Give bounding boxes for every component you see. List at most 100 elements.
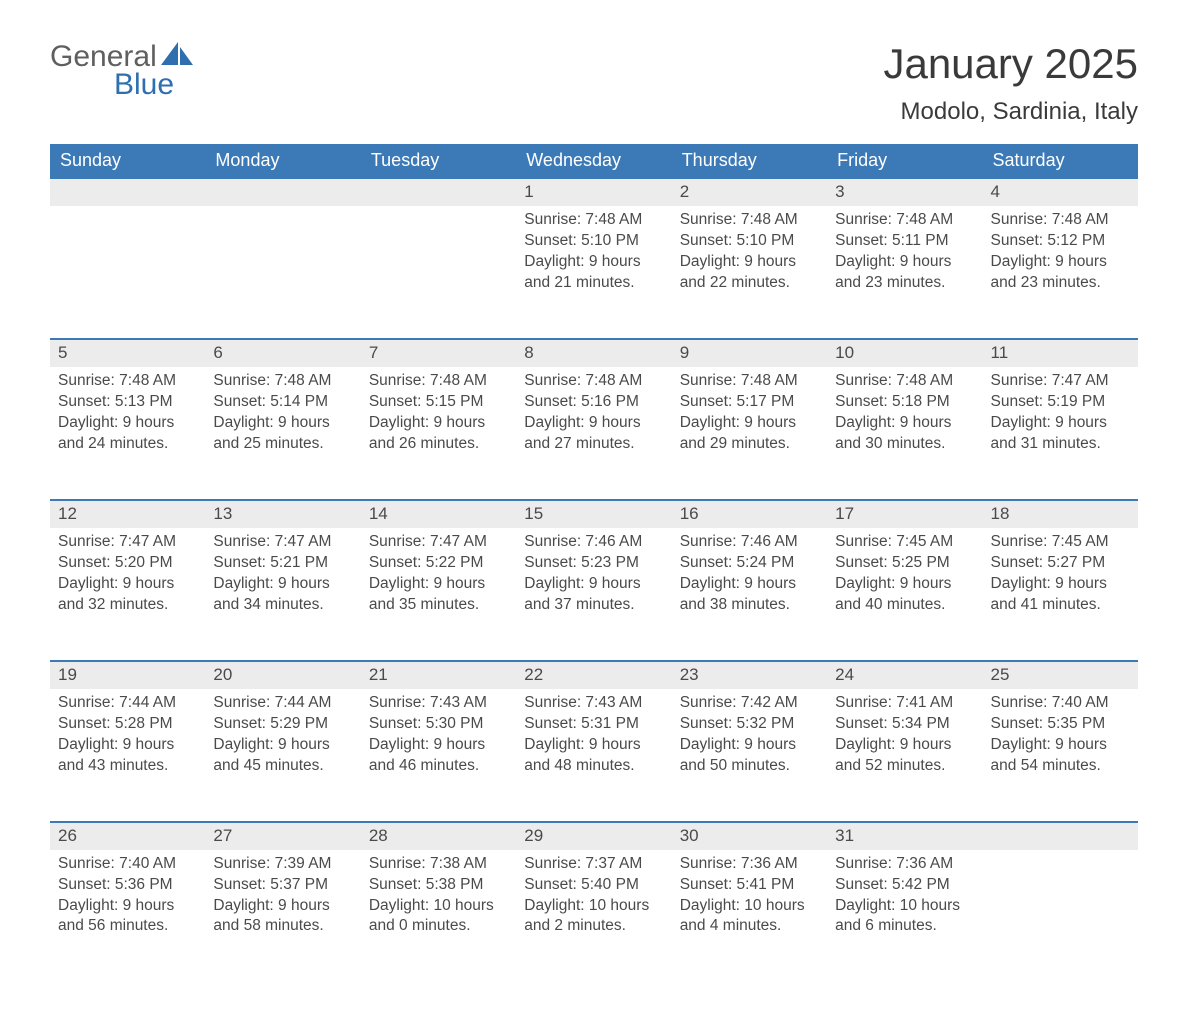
weekday-header: Saturday [983,144,1138,178]
day-number-cell [983,822,1138,850]
day-number-cell: 11 [983,339,1138,367]
day-number-cell: 5 [50,339,205,367]
day-cell: Sunrise: 7:48 AMSunset: 5:13 PMDaylight:… [50,367,205,500]
day-cell: Sunrise: 7:36 AMSunset: 5:41 PMDaylight:… [672,850,827,982]
day-number-cell [50,178,205,206]
day-cell: Sunrise: 7:48 AMSunset: 5:18 PMDaylight:… [827,367,982,500]
weekday-header: Wednesday [516,144,671,178]
day-number-cell: 31 [827,822,982,850]
day-number-cell: 21 [361,661,516,689]
day-details: Sunrise: 7:48 AMSunset: 5:10 PMDaylight:… [516,206,671,306]
day-number-cell: 26 [50,822,205,850]
day-number-cell: 8 [516,339,671,367]
day-cell: Sunrise: 7:47 AMSunset: 5:22 PMDaylight:… [361,528,516,661]
day-cell: Sunrise: 7:37 AMSunset: 5:40 PMDaylight:… [516,850,671,982]
day-number-cell: 30 [672,822,827,850]
day-number-cell: 19 [50,661,205,689]
day-cell: Sunrise: 7:48 AMSunset: 5:10 PMDaylight:… [672,206,827,339]
day-cell: Sunrise: 7:43 AMSunset: 5:31 PMDaylight:… [516,689,671,822]
day-number-cell: 23 [672,661,827,689]
day-cell: Sunrise: 7:36 AMSunset: 5:42 PMDaylight:… [827,850,982,982]
day-content-row: Sunrise: 7:48 AMSunset: 5:10 PMDaylight:… [50,206,1138,339]
day-number-cell: 28 [361,822,516,850]
day-details: Sunrise: 7:37 AMSunset: 5:40 PMDaylight:… [516,850,671,950]
day-details: Sunrise: 7:48 AMSunset: 5:17 PMDaylight:… [672,367,827,467]
day-details: Sunrise: 7:44 AMSunset: 5:28 PMDaylight:… [50,689,205,789]
day-number-cell: 22 [516,661,671,689]
day-content-row: Sunrise: 7:48 AMSunset: 5:13 PMDaylight:… [50,367,1138,500]
day-content-row: Sunrise: 7:44 AMSunset: 5:28 PMDaylight:… [50,689,1138,822]
day-cell: Sunrise: 7:46 AMSunset: 5:24 PMDaylight:… [672,528,827,661]
day-cell: Sunrise: 7:38 AMSunset: 5:38 PMDaylight:… [361,850,516,982]
day-number-cell: 15 [516,500,671,528]
day-number-cell: 18 [983,500,1138,528]
logo-word-blue: Blue [114,68,174,102]
day-details: Sunrise: 7:36 AMSunset: 5:42 PMDaylight:… [827,850,982,950]
day-number-cell: 24 [827,661,982,689]
day-cell: Sunrise: 7:40 AMSunset: 5:36 PMDaylight:… [50,850,205,982]
day-number-cell [205,178,360,206]
day-cell [983,850,1138,982]
day-cell: Sunrise: 7:47 AMSunset: 5:21 PMDaylight:… [205,528,360,661]
day-cell: Sunrise: 7:43 AMSunset: 5:30 PMDaylight:… [361,689,516,822]
day-cell: Sunrise: 7:45 AMSunset: 5:25 PMDaylight:… [827,528,982,661]
day-details: Sunrise: 7:43 AMSunset: 5:30 PMDaylight:… [361,689,516,789]
weekday-header: Tuesday [361,144,516,178]
day-number-cell: 6 [205,339,360,367]
day-number-cell: 14 [361,500,516,528]
day-details: Sunrise: 7:39 AMSunset: 5:37 PMDaylight:… [205,850,360,950]
day-cell: Sunrise: 7:47 AMSunset: 5:20 PMDaylight:… [50,528,205,661]
day-number-cell: 10 [827,339,982,367]
day-cell: Sunrise: 7:44 AMSunset: 5:29 PMDaylight:… [205,689,360,822]
day-number-row: 1234 [50,178,1138,206]
day-content-row: Sunrise: 7:47 AMSunset: 5:20 PMDaylight:… [50,528,1138,661]
day-cell [361,206,516,339]
day-number-row: 567891011 [50,339,1138,367]
day-cell: Sunrise: 7:47 AMSunset: 5:19 PMDaylight:… [983,367,1138,500]
day-details: Sunrise: 7:42 AMSunset: 5:32 PMDaylight:… [672,689,827,789]
day-details: Sunrise: 7:46 AMSunset: 5:24 PMDaylight:… [672,528,827,628]
title-block: January 2025 Modolo, Sardinia, Italy [883,40,1138,126]
day-details: Sunrise: 7:45 AMSunset: 5:25 PMDaylight:… [827,528,982,628]
day-number-row: 12131415161718 [50,500,1138,528]
day-details: Sunrise: 7:48 AMSunset: 5:10 PMDaylight:… [672,206,827,306]
day-number-cell: 29 [516,822,671,850]
day-cell: Sunrise: 7:45 AMSunset: 5:27 PMDaylight:… [983,528,1138,661]
day-details: Sunrise: 7:48 AMSunset: 5:12 PMDaylight:… [983,206,1138,306]
day-cell: Sunrise: 7:41 AMSunset: 5:34 PMDaylight:… [827,689,982,822]
day-cell: Sunrise: 7:44 AMSunset: 5:28 PMDaylight:… [50,689,205,822]
day-details: Sunrise: 7:43 AMSunset: 5:31 PMDaylight:… [516,689,671,789]
day-details: Sunrise: 7:48 AMSunset: 5:15 PMDaylight:… [361,367,516,467]
day-details: Sunrise: 7:47 AMSunset: 5:21 PMDaylight:… [205,528,360,628]
day-number-cell: 12 [50,500,205,528]
day-cell: Sunrise: 7:48 AMSunset: 5:14 PMDaylight:… [205,367,360,500]
day-details: Sunrise: 7:47 AMSunset: 5:22 PMDaylight:… [361,528,516,628]
day-number-cell: 13 [205,500,360,528]
day-number-cell: 16 [672,500,827,528]
day-number-row: 262728293031 [50,822,1138,850]
day-content-row: Sunrise: 7:40 AMSunset: 5:36 PMDaylight:… [50,850,1138,982]
day-details: Sunrise: 7:48 AMSunset: 5:18 PMDaylight:… [827,367,982,467]
day-number-cell: 25 [983,661,1138,689]
day-cell: Sunrise: 7:42 AMSunset: 5:32 PMDaylight:… [672,689,827,822]
day-number-cell [361,178,516,206]
day-details: Sunrise: 7:48 AMSunset: 5:11 PMDaylight:… [827,206,982,306]
calendar-table: SundayMondayTuesdayWednesdayThursdayFrid… [50,144,1138,982]
day-cell [205,206,360,339]
page-title: January 2025 [883,40,1138,88]
day-cell: Sunrise: 7:48 AMSunset: 5:17 PMDaylight:… [672,367,827,500]
day-number-cell: 17 [827,500,982,528]
day-cell: Sunrise: 7:48 AMSunset: 5:16 PMDaylight:… [516,367,671,500]
day-number-cell: 7 [361,339,516,367]
day-details: Sunrise: 7:46 AMSunset: 5:23 PMDaylight:… [516,528,671,628]
day-cell: Sunrise: 7:46 AMSunset: 5:23 PMDaylight:… [516,528,671,661]
day-cell: Sunrise: 7:48 AMSunset: 5:15 PMDaylight:… [361,367,516,500]
day-details: Sunrise: 7:44 AMSunset: 5:29 PMDaylight:… [205,689,360,789]
day-number-cell: 2 [672,178,827,206]
weekday-header: Sunday [50,144,205,178]
weekday-header-row: SundayMondayTuesdayWednesdayThursdayFrid… [50,144,1138,178]
day-details: Sunrise: 7:48 AMSunset: 5:13 PMDaylight:… [50,367,205,467]
day-cell: Sunrise: 7:48 AMSunset: 5:12 PMDaylight:… [983,206,1138,339]
day-details: Sunrise: 7:40 AMSunset: 5:36 PMDaylight:… [50,850,205,950]
day-details: Sunrise: 7:40 AMSunset: 5:35 PMDaylight:… [983,689,1138,789]
